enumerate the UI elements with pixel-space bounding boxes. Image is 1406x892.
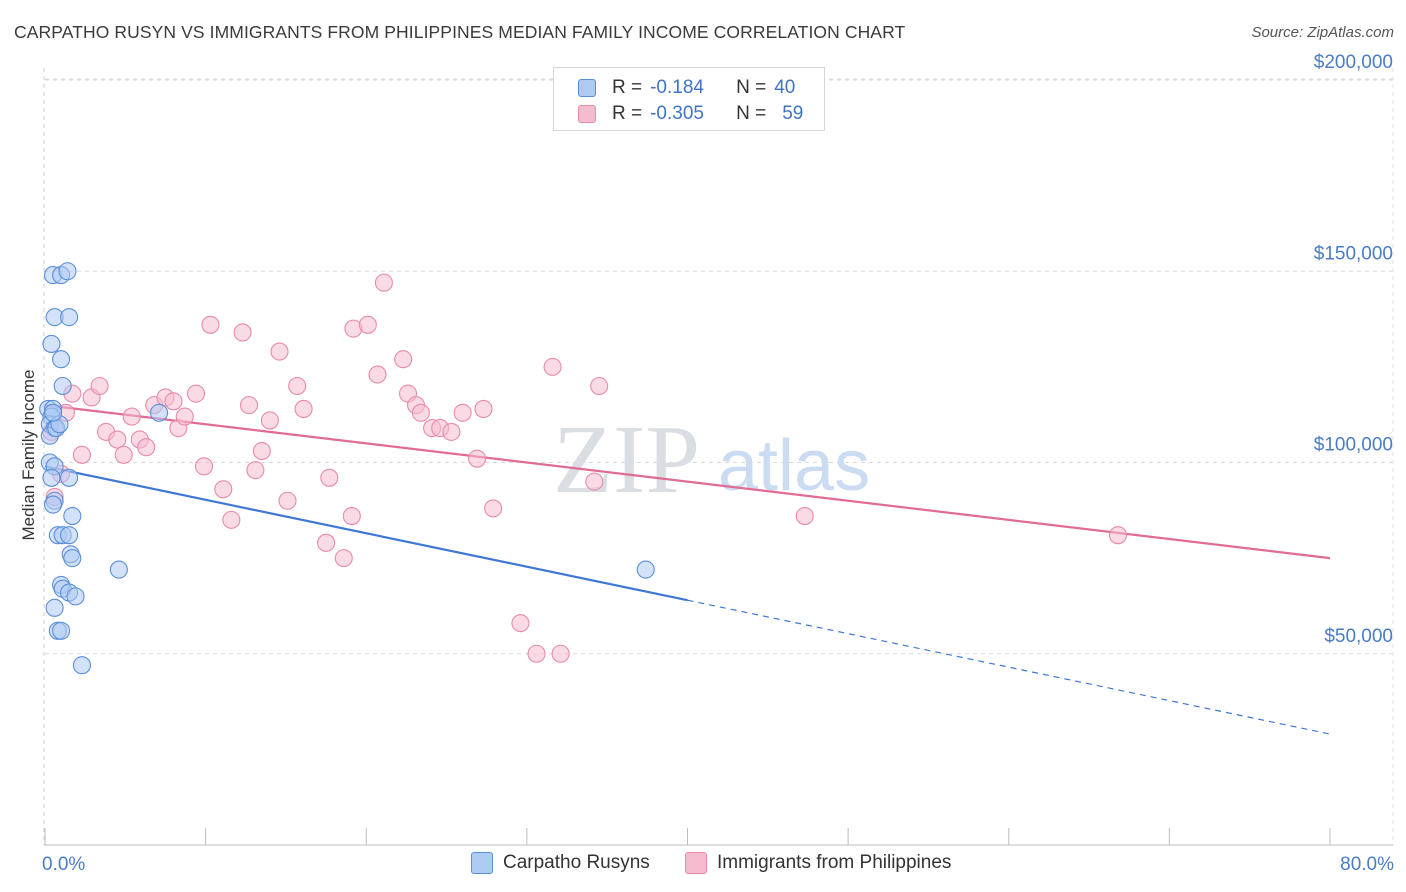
- point-philippines: [201, 315, 220, 334]
- point-philippines: [590, 376, 609, 396]
- point-philippines: [72, 445, 91, 464]
- chart-title: CARPATHO RUSYN VS IMMIGRANTS FROM PHILIP…: [14, 22, 906, 42]
- point-philippines: [164, 392, 183, 411]
- watermark-atlas: atlas: [718, 426, 870, 506]
- point-philippines: [543, 357, 562, 376]
- legend-row-carpatho: R = -0.184 N = 40: [578, 76, 795, 100]
- legend-r-label: R =: [612, 103, 643, 124]
- point-philippines: [342, 506, 361, 526]
- x-tick-label-min: 0.0%: [42, 854, 85, 875]
- trend-line-carpatho: [44, 465, 688, 602]
- point-philippines: [214, 480, 233, 499]
- point-philippines: [246, 461, 265, 480]
- legend-r-value: -0.305: [650, 103, 704, 124]
- bottom-legend-philippines: Immigrants from Philippines: [685, 852, 951, 874]
- point-philippines: [233, 323, 252, 342]
- point-carpatho: [109, 560, 128, 579]
- point-philippines: [270, 342, 289, 361]
- point-philippines: [795, 506, 814, 526]
- axis-layer: $50,000 $100,000 $150,000 $200,000: [43, 52, 1394, 846]
- legend-n-value: 40: [774, 77, 796, 98]
- point-carpatho: [60, 526, 79, 545]
- point-carpatho: [42, 334, 61, 353]
- bottom-legend-swatch-pink: [685, 852, 707, 874]
- bottom-legend-carpatho: Carpatho Rusyns: [471, 852, 650, 874]
- correlation-legend: R = -0.184 N = 40 R = -0.305 N = 59: [553, 67, 825, 131]
- y-tick-label: $100,000: [1314, 435, 1393, 456]
- point-philippines: [527, 644, 546, 663]
- point-carpatho: [636, 560, 655, 579]
- point-philippines: [551, 644, 570, 663]
- legend-n-value: 59: [782, 103, 804, 124]
- point-carpatho: [149, 403, 169, 422]
- point-carpatho: [52, 621, 71, 640]
- point-philippines: [175, 407, 194, 426]
- point-philippines: [278, 491, 297, 510]
- point-philippines: [411, 403, 430, 422]
- point-carpatho: [58, 262, 77, 281]
- point-philippines: [358, 315, 377, 334]
- point-carpatho: [66, 587, 85, 606]
- point-philippines: [186, 384, 206, 403]
- point-philippines: [288, 376, 307, 396]
- point-carpatho: [52, 350, 71, 369]
- point-philippines: [239, 396, 259, 415]
- legend-n-label: N =: [736, 103, 767, 124]
- point-philippines: [252, 441, 271, 461]
- point-philippines: [442, 422, 461, 441]
- point-philippines: [334, 549, 353, 568]
- point-philippines: [368, 365, 387, 384]
- legend-n-label: N =: [736, 77, 767, 98]
- point-philippines: [114, 445, 133, 464]
- x-tick-label-max: 80.0%: [1340, 854, 1394, 875]
- point-philippines: [317, 533, 336, 552]
- source-label: Source: ZipAtlas.com: [1251, 24, 1394, 41]
- point-carpatho: [60, 468, 79, 487]
- point-philippines: [122, 407, 141, 426]
- point-carpatho: [45, 598, 64, 617]
- point-carpatho: [63, 549, 82, 568]
- bottom-legend-label-philippines: Immigrants from Philippines: [717, 852, 952, 873]
- point-philippines: [222, 510, 241, 529]
- point-philippines: [137, 438, 156, 457]
- point-philippines: [294, 399, 313, 419]
- legend-row-philippines: R = -0.305 N = 59: [578, 102, 803, 126]
- point-carpatho: [43, 403, 63, 422]
- bottom-legend-label-carpatho: Carpatho Rusyns: [503, 852, 650, 873]
- point-carpatho: [43, 495, 63, 514]
- point-philippines: [260, 411, 279, 430]
- point-carpatho: [60, 308, 79, 327]
- point-philippines: [585, 472, 604, 491]
- point-philippines: [453, 403, 472, 422]
- y-tick-label: $50,000: [1324, 626, 1393, 647]
- point-philippines: [194, 457, 214, 476]
- y-axis-label: Median Family Income: [19, 369, 38, 540]
- point-philippines: [394, 350, 413, 369]
- point-philippines: [468, 449, 487, 468]
- points-layer: [39, 262, 1128, 675]
- point-philippines: [374, 273, 393, 292]
- point-philippines: [108, 430, 127, 449]
- trend-line-carpatho-extrapolated: [687, 599, 1331, 735]
- point-carpatho: [63, 506, 82, 526]
- point-carpatho: [53, 376, 72, 396]
- legend-r-value: -0.184: [650, 77, 704, 98]
- point-carpatho: [72, 656, 91, 675]
- point-carpatho: [42, 468, 61, 487]
- y-tick-label: $150,000: [1314, 243, 1393, 264]
- legend-swatch-pink: [578, 105, 596, 123]
- point-philippines: [320, 468, 339, 487]
- point-philippines: [1108, 526, 1128, 545]
- bottom-legend-swatch-blue: [471, 852, 493, 874]
- point-philippines: [474, 399, 493, 419]
- point-philippines: [511, 614, 530, 633]
- point-philippines: [484, 499, 503, 518]
- point-philippines: [90, 376, 109, 396]
- legend-r-label: R =: [612, 77, 643, 98]
- legend-swatch-blue: [578, 79, 596, 97]
- watermark-zip: ZIP: [553, 406, 700, 514]
- y-tick-label: $200,000: [1314, 52, 1393, 73]
- grid-layer: [45, 78, 1393, 655]
